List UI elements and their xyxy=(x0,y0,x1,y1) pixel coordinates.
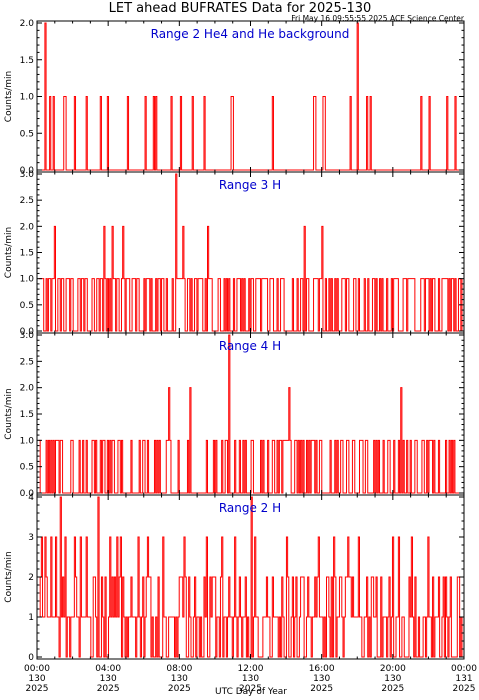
y-tick-label: 3.0 xyxy=(20,170,35,180)
y-tick-label: 0.0 xyxy=(20,166,35,176)
data-trace xyxy=(39,334,462,494)
y-tick-label: 0.5 xyxy=(20,463,34,473)
y-tick-label: 0.5 xyxy=(20,129,34,139)
y-tick-label: 1.0 xyxy=(20,93,35,103)
panel-label: Range 4 H xyxy=(219,339,281,353)
x-tick-label: 130 xyxy=(384,674,401,684)
y-tick-label: 3 xyxy=(28,533,34,543)
y-tick-label: 1.5 xyxy=(20,56,34,66)
y-tick-label: 0.0 xyxy=(20,489,35,499)
panel-3: 0.0 0.5 1.0 1.5 2.0 2.5 3.0 Range 4 H Counts/min xyxy=(4,331,465,499)
y-tick-label: 2.0 xyxy=(20,222,35,232)
data-trace xyxy=(39,173,463,332)
y-tick-label: 3.0 xyxy=(20,331,35,341)
y-tick-label: 1 xyxy=(28,613,34,623)
x-tick-label: 130 xyxy=(100,674,117,684)
chart-panels: 0.0 0.5 1.0 1.5 2.0 Range 2 He4 and He backgr… xyxy=(4,19,477,694)
y-tick-label: 0 xyxy=(28,653,34,663)
y-axis-label: Counts/min xyxy=(4,551,14,602)
y-tick-label: 2.0 xyxy=(20,384,35,394)
x-tick-label: 00:00 xyxy=(451,664,477,674)
y-tick-label: 1.0 xyxy=(20,275,35,285)
x-tick-label: 2025 xyxy=(381,684,404,694)
panel-label: Range 3 H xyxy=(219,178,281,192)
data-trace xyxy=(39,22,462,171)
panel-frame xyxy=(36,171,465,334)
x-tick-label: 2025 xyxy=(239,684,262,694)
x-tick-label: 130 xyxy=(171,674,188,684)
panel-label: Range 2 H xyxy=(219,501,281,515)
x-axis-label: UTC Day of Year xyxy=(215,687,287,697)
panel-2: 0.0 0.5 1.0 1.5 2.0 2.5 3.0 Range 3 H Counts/min xyxy=(4,170,465,337)
y-tick-label: 2.5 xyxy=(20,357,34,367)
x-tick-label: 00:00 xyxy=(24,664,50,674)
y-tick-label: 2.0 xyxy=(20,19,35,29)
panel-label: Range 2 He4 and He background xyxy=(151,27,350,41)
x-tick-label: 2025 xyxy=(97,684,120,694)
x-tick-label: 130 xyxy=(28,674,45,684)
x-tick-label: 12:00 xyxy=(238,664,264,674)
y-tick-label: 1.5 xyxy=(20,249,34,259)
y-tick-label: 2 xyxy=(28,573,34,583)
panel-1: 0.0 0.5 1.0 1.5 2.0 Range 2 He4 and He backgr… xyxy=(4,19,465,176)
x-tick-label: 2025 xyxy=(26,684,49,694)
data-trace xyxy=(39,496,463,658)
y-tick-label: 1.0 xyxy=(20,436,35,446)
x-tick-label: 16:00 xyxy=(309,664,335,674)
y-axis-label: Counts/min xyxy=(4,388,14,439)
y-tick-label: 2.5 xyxy=(20,196,34,206)
x-tick-label: 08:00 xyxy=(166,664,192,674)
y-axis-label: Counts/min xyxy=(4,227,14,278)
x-tick-label: 130 xyxy=(242,674,259,684)
x-tick-label: 2025 xyxy=(453,684,476,694)
y-tick-label: 0.5 xyxy=(20,301,34,311)
x-tick-label: 131 xyxy=(455,674,472,684)
x-tick-label: 2025 xyxy=(310,684,333,694)
x-tick-labels: 00:00130202504:00130202508:00130202512:0… xyxy=(24,664,477,694)
y-tick-label: 4 xyxy=(28,493,34,503)
x-tick-label: 2025 xyxy=(168,684,191,694)
panel-4: 0 1 2 3 4 Range 2 H Counts/min xyxy=(4,493,465,663)
chart-title: LET ahead BUFRATES Data for 2025-130 xyxy=(109,1,372,16)
y-axis-label: Counts/min xyxy=(4,71,14,122)
y-tick-label: 1.5 xyxy=(20,410,34,420)
x-tick-label: 04:00 xyxy=(95,664,121,674)
x-tick-label: 20:00 xyxy=(380,664,406,674)
y-tick-label: 0.0 xyxy=(20,327,35,337)
x-tick-label: 130 xyxy=(313,674,330,684)
timestamp-label: Fri May 16 09:55:55 2025 ACE Science Cen… xyxy=(291,14,465,23)
